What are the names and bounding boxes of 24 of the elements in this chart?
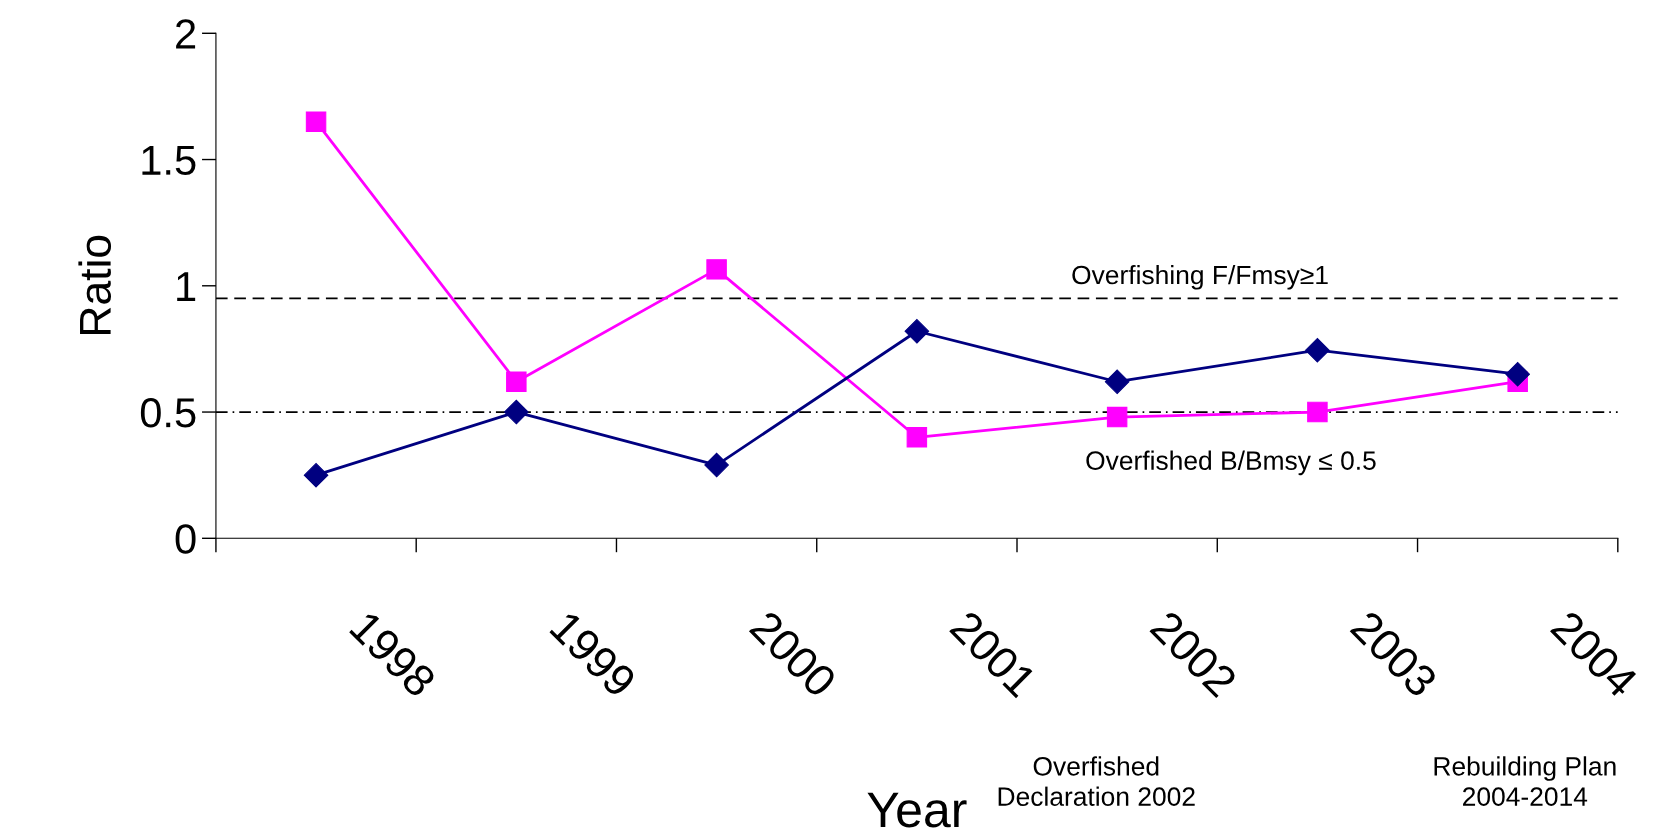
point (506, 371, 527, 392)
point (305, 111, 327, 132)
point (1505, 361, 1530, 387)
point (1104, 369, 1130, 395)
y-tick-label: 1 (177, 272, 196, 301)
y-tick-label: 0 (175, 524, 196, 554)
point (504, 399, 529, 425)
point (704, 452, 729, 478)
point (904, 318, 930, 344)
ref-line-label: Overfished B/Bmsy ≤ 0.5 (1086, 450, 1376, 476)
point (706, 259, 727, 280)
point (1307, 401, 1328, 423)
text: Rebuilding Plan 2004-2014 (1434, 756, 1616, 806)
y-tick-label: 0.5 (140, 398, 196, 428)
y-tick-label: 1.5 (142, 145, 196, 176)
x-axis-title: Year (867, 792, 967, 828)
text: Overfished Declaration 2002 (998, 756, 1195, 806)
ref-line-label: Overfishing F/Fmsy≥1 (1072, 264, 1328, 290)
point (303, 462, 329, 488)
y-tick-label: 2 (176, 19, 196, 49)
y-axis-title: Ratio (78, 235, 112, 335)
point (1305, 337, 1330, 363)
point (906, 427, 928, 448)
point (1106, 406, 1128, 428)
